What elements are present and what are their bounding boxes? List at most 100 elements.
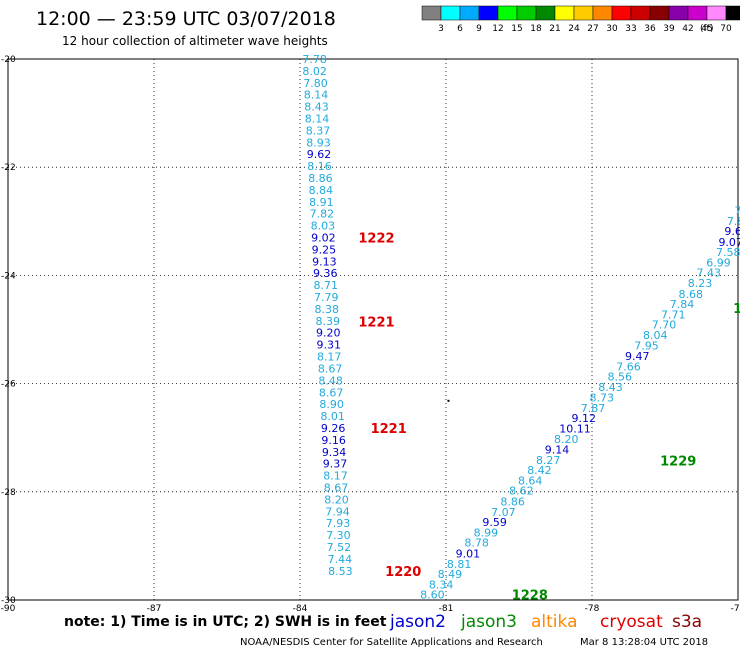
- wave-height-value: 8.37: [306, 124, 331, 137]
- wave-height-value: 8.17: [323, 470, 348, 483]
- track-2: 77.89.69.077.586.997.438.238.687.847.717…: [420, 204, 740, 603]
- wave-height-value: 8.78: [464, 537, 489, 550]
- legend-label: 6: [457, 24, 463, 34]
- legend-swatch: [535, 5, 556, 21]
- wave-height-value: 8.67: [319, 386, 344, 399]
- wave-height-value: 8.20: [324, 493, 349, 506]
- wave-height-value: 7.43: [697, 267, 722, 280]
- wave-height-value: 7.95: [634, 340, 659, 353]
- legend-swatch: [516, 5, 537, 21]
- satellite-altika: altika: [531, 612, 578, 632]
- y-tick-labels: -20 -22 -24 -26 -28 -30: [1, 55, 16, 606]
- legend-label: 33: [625, 24, 636, 34]
- satellite-jason2: jason2: [389, 612, 446, 632]
- land-marker: [447, 399, 450, 402]
- wave-height-value: 8.27: [536, 454, 561, 467]
- wave-height-value: 9.59: [482, 516, 507, 529]
- legend-label: 27: [587, 24, 598, 34]
- legend-swatch: [440, 5, 461, 21]
- wave-height-value: 7.87: [581, 402, 606, 415]
- wave-height-value: 8.03: [311, 220, 336, 233]
- wave-height-value: 8.48: [318, 374, 343, 387]
- legend-label: 9: [476, 24, 482, 34]
- legend-swatch: [592, 5, 613, 21]
- x-tick-labels: -90 -87 -84 -81 -78 -75: [1, 604, 740, 614]
- wave-height-value: 8.39: [315, 315, 340, 328]
- pass-time-label: 1221: [371, 422, 407, 437]
- wave-height-value: 8.49: [438, 568, 463, 581]
- wave-height-value: 7.07: [491, 506, 516, 519]
- wave-height-value: 8.99: [474, 526, 499, 539]
- wave-height-value: 7.84: [670, 298, 695, 311]
- wave-height-value: 7.78: [302, 53, 327, 66]
- legend-label: 45: [701, 24, 712, 34]
- x-tick-label: -90: [1, 604, 16, 614]
- y-tick-label: -26: [1, 380, 16, 390]
- wave-height-value: 9.16: [321, 434, 346, 447]
- legend-label: 70: [720, 24, 732, 34]
- wave-height-value: 8.64: [518, 474, 543, 487]
- wave-height-value: 8.14: [305, 113, 330, 126]
- wave-height-value: 7.94: [325, 505, 350, 518]
- wave-height-value: 8.01: [320, 410, 345, 423]
- track-1: 7.788.027.808.148.438.148.378.939.628.16…: [302, 53, 421, 580]
- wave-height-value: 9.6: [724, 225, 740, 238]
- wave-height-value: 8.14: [304, 89, 329, 102]
- wave-height-value: 7.30: [326, 529, 351, 542]
- wave-height-value: 9.25: [312, 243, 337, 256]
- x-tick-label: -81: [439, 604, 454, 614]
- pass-time-label: 1229: [660, 454, 696, 469]
- y-tick-label: -20: [1, 55, 16, 65]
- pass-time-label: 1228: [512, 589, 548, 604]
- pass-time-label: 1222: [358, 232, 394, 247]
- wave-height-value: 8.84: [309, 184, 334, 197]
- wave-height-value: 9.47: [625, 350, 650, 363]
- legend-swatch: [649, 5, 670, 21]
- wave-height-value: 8.53: [328, 565, 353, 578]
- legend-swatch: [478, 5, 499, 21]
- pass-time-label: 1220: [385, 565, 421, 580]
- wave-height-value: 9.31: [316, 339, 341, 352]
- y-tick-label: -24: [1, 271, 16, 281]
- wave-height-value: 8.43: [304, 101, 329, 114]
- wave-height-value: 8.81: [447, 558, 472, 571]
- satellite-legend: jason2 jason3 altika cryosat s3a: [389, 612, 702, 632]
- wave-height-value: 9.13: [312, 255, 337, 268]
- wave-height-value: 7.82: [310, 208, 335, 221]
- wave-height-value: 8.04: [643, 329, 668, 342]
- wave-height-value: 7.70: [652, 319, 677, 332]
- wave-height-value: 8.86: [308, 172, 333, 185]
- legend-swatch: [573, 5, 594, 21]
- wave-height-value: 8.93: [306, 136, 331, 149]
- chart-title: 12:00 — 23:59 UTC 03/07/2018: [36, 8, 336, 30]
- wave-height-value: 8.20: [554, 433, 579, 446]
- legend-swatch: [725, 5, 740, 21]
- x-tick-label: -78: [585, 604, 600, 614]
- wave-height-value: 8.38: [315, 303, 340, 316]
- y-tick-label: -28: [1, 488, 16, 498]
- wave-height-value: 6.99: [706, 256, 731, 269]
- chart-subtitle: 12 hour collection of altimeter wave hei…: [62, 34, 328, 48]
- wave-height-value: 7: [735, 204, 740, 217]
- legend-unit: (ft): [700, 24, 714, 34]
- wave-height-value: 9.26: [321, 422, 346, 435]
- legend-swatch: [630, 5, 651, 21]
- x-tick-label: -87: [147, 604, 162, 614]
- wave-height-value: 7.80: [303, 77, 328, 90]
- y-tick-label: -22: [1, 163, 16, 173]
- wave-height-value: 9.20: [316, 327, 341, 340]
- satellite-jason3: jason3: [460, 612, 517, 632]
- legend-label: 42: [682, 24, 693, 34]
- legend-label: 3: [438, 24, 444, 34]
- wave-height-value: 8.42: [527, 464, 552, 477]
- wave-height-value: 9.62: [307, 148, 332, 161]
- legend-label: 21: [549, 24, 560, 34]
- legend-swatch: [459, 5, 480, 21]
- y-tick-label: -30: [1, 596, 16, 606]
- wave-height-value: 8.02: [302, 65, 327, 78]
- wave-height-value: 7.58: [716, 246, 740, 259]
- plot-area: -90 -87 -84 -81 -78 -75 -20 -22 -24 -26 -28 -30 7.…: [1, 53, 740, 614]
- wave-height-value: 7.93: [326, 517, 351, 530]
- legend-label: 18: [530, 24, 542, 34]
